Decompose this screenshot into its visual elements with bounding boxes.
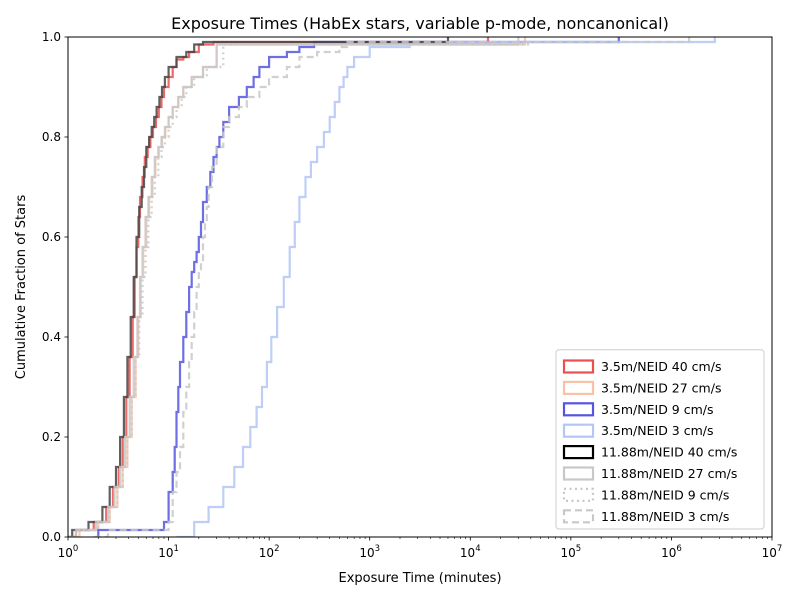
legend-swatch bbox=[562, 487, 595, 502]
x-tick-label-base: 10 bbox=[158, 546, 173, 560]
legend-label: 11.88m/NEID 9 cm/s bbox=[601, 487, 729, 502]
series-line-8 bbox=[93, 37, 691, 537]
legend-label: 3.5m/NEID 9 cm/s bbox=[601, 402, 714, 417]
x-tick-label-base: 10 bbox=[762, 546, 777, 560]
x-tick-label-base: 10 bbox=[561, 546, 576, 560]
x-tick-label-exponent: 2 bbox=[274, 544, 279, 554]
legend-label: 3.5m/NEID 40 cm/s bbox=[601, 359, 721, 374]
series-line-3 bbox=[96, 37, 620, 537]
x-tick-label-exponent: 3 bbox=[375, 544, 380, 554]
legend-swatch bbox=[562, 466, 595, 481]
x-tick-label-exponent: 5 bbox=[576, 544, 581, 554]
x-tick-label: 107 bbox=[762, 544, 783, 560]
series-layer bbox=[68, 37, 716, 537]
x-tick-label-exponent: 6 bbox=[676, 544, 681, 554]
y-tick-label: 0.4 bbox=[42, 330, 61, 344]
x-tick-label: 100 bbox=[58, 544, 79, 560]
legend-swatch bbox=[562, 359, 595, 374]
legend-swatch bbox=[562, 423, 595, 438]
x-tick-label-exponent: 4 bbox=[475, 544, 480, 554]
x-tick-label-base: 10 bbox=[661, 546, 676, 560]
y-tick-label: 0.0 bbox=[42, 530, 61, 544]
x-axis: 100 101 102 103 104 105 106 107 bbox=[58, 537, 783, 560]
x-tick-label-base: 10 bbox=[259, 546, 274, 560]
legend-swatch bbox=[562, 380, 595, 395]
series-line-5 bbox=[68, 37, 450, 537]
x-tick-label-exponent: 7 bbox=[777, 544, 782, 554]
legend-label: 3.5m/NEID 27 cm/s bbox=[601, 380, 721, 395]
legend-swatch bbox=[562, 509, 595, 524]
legend-swatch bbox=[562, 402, 595, 417]
x-tick-label-exponent: 1 bbox=[174, 544, 179, 554]
y-tick-label: 0.6 bbox=[42, 230, 61, 244]
x-tick-label: 106 bbox=[661, 544, 682, 560]
x-tick-label: 105 bbox=[561, 544, 582, 560]
series-line-4 bbox=[176, 37, 716, 537]
legend-label: 11.88m/NEID 27 cm/s bbox=[601, 466, 737, 481]
y-axis-label: Cumulative Fraction of Stars bbox=[14, 195, 29, 380]
chart-title: Exposure Times (HabEx stars, variable p-… bbox=[171, 14, 669, 33]
x-tick-label: 104 bbox=[460, 544, 481, 560]
y-tick-label: 0.2 bbox=[42, 430, 61, 444]
plot-frame bbox=[67, 36, 773, 538]
x-tick-label-base: 10 bbox=[58, 546, 73, 560]
legend-swatch bbox=[562, 445, 595, 460]
y-tick-label: 0.8 bbox=[42, 130, 61, 144]
y-axis: 0.0 0.2 0.4 0.6 0.8 1.0 bbox=[42, 30, 68, 544]
series-line-7 bbox=[68, 37, 532, 537]
x-tick-label-exponent: 0 bbox=[73, 544, 78, 554]
x-tick-label: 102 bbox=[259, 544, 280, 560]
x-tick-label-base: 10 bbox=[359, 546, 374, 560]
legend-label: 3.5m/NEID 3 cm/s bbox=[601, 423, 714, 438]
legend-label: 11.88m/NEID 40 cm/s bbox=[601, 445, 737, 460]
x-axis-label: Exposure Time (minutes) bbox=[338, 571, 501, 586]
x-tick-label-base: 10 bbox=[460, 546, 475, 560]
legend-label: 11.88m/NEID 3 cm/s bbox=[601, 509, 729, 524]
legend: 3.5m/NEID 40 cm/s 3.5m/NEID 27 cm/s 3.5m/N… bbox=[555, 349, 765, 530]
legend-box bbox=[555, 349, 765, 530]
x-tick-label: 103 bbox=[359, 544, 380, 560]
x-tick-label: 101 bbox=[158, 544, 179, 560]
y-tick-label: 1.0 bbox=[42, 30, 61, 44]
